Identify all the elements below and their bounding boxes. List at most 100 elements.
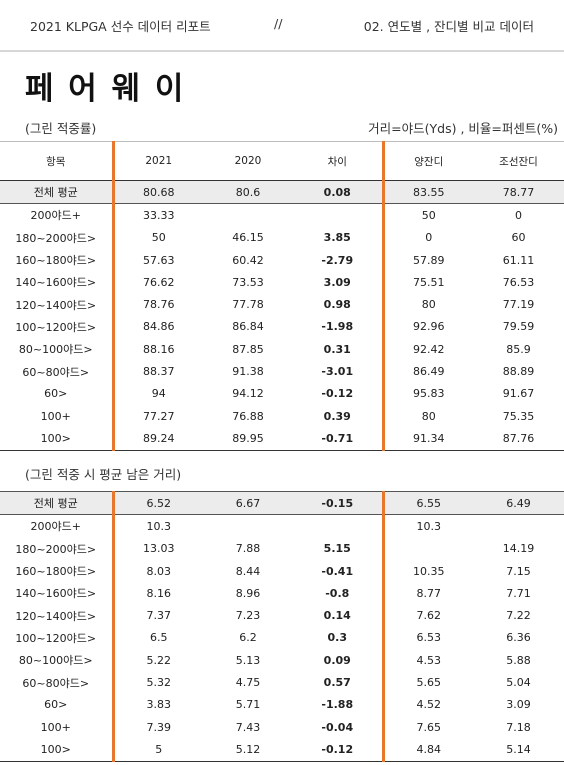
table-cell: 0.57 bbox=[293, 671, 385, 694]
table-cell: 78.77 bbox=[473, 180, 564, 205]
table-cell: 75.35 bbox=[502, 409, 535, 423]
row-label: 60~80야드> bbox=[0, 360, 115, 383]
table-row: 60~80야드> 88.37 91.38 -3.01 86.49 88.89 bbox=[0, 360, 564, 383]
table-cell: 76.53 bbox=[502, 275, 535, 289]
table-cell: -0.41 bbox=[293, 559, 385, 583]
table-cell: 6.2 bbox=[239, 631, 257, 645]
remaining-distance-table: 전체 평균 6.52 6.67 -0.15 6.55 6.49 200야드+ 10.3 10.3… bbox=[0, 491, 564, 762]
column-header: 조선잔디 bbox=[473, 141, 564, 181]
row-label: 100> bbox=[0, 738, 115, 762]
table-cell: -2.79 bbox=[293, 248, 385, 272]
table-cell: 7.71 bbox=[506, 586, 531, 600]
table-cell: 0.3 bbox=[293, 626, 385, 650]
header-separator: // bbox=[274, 16, 283, 31]
row-label: 160~180야드> bbox=[0, 559, 115, 583]
table-row: 100~120야드> 84.86 86.84 -1.98 92.96 79.59 bbox=[0, 315, 564, 339]
row-label: 100+ bbox=[0, 715, 115, 739]
table-cell: -0.8 bbox=[293, 582, 385, 605]
table-cell: 57.89 bbox=[413, 253, 445, 267]
table-cell: 5.13 bbox=[235, 653, 261, 667]
table-row: 100> 5 5.12 -0.12 4.84 5.14 bbox=[0, 738, 564, 762]
table-cell: -0.15 bbox=[293, 492, 385, 516]
table-cell: -1.88 bbox=[293, 693, 385, 716]
table-cell: 0.08 bbox=[293, 180, 385, 205]
table-cell: 7.15 bbox=[506, 564, 531, 578]
section-title: 02. 연도별 , 잔디별 비교 데이터 bbox=[363, 19, 534, 34]
table-row: 180~200야드> 13.03 7.88 5.15 14.19 bbox=[0, 537, 564, 560]
table-cell: 0.39 bbox=[293, 404, 385, 428]
table-header-row: 항목 2021 2020 차이 양잔디 조선잔디 bbox=[0, 141, 564, 181]
column-header: 2020 bbox=[203, 141, 293, 181]
table-cell: 3.83 bbox=[146, 698, 172, 712]
table-cell: 5.71 bbox=[235, 698, 261, 712]
row-label: 200야드+ bbox=[0, 203, 115, 227]
table-row: 전체 평균 80.68 80.6 0.08 83.55 78.77 bbox=[0, 180, 564, 205]
table-cell: 95.83 bbox=[413, 387, 445, 401]
row-label: 120~140야드> bbox=[0, 293, 115, 316]
table-cell: 7.43 bbox=[235, 720, 261, 734]
table-cell: 89.95 bbox=[203, 427, 293, 451]
table-cell: 86.49 bbox=[413, 365, 445, 379]
table-cell: 8.03 bbox=[146, 564, 172, 578]
table-cell: 77.19 bbox=[502, 298, 535, 312]
table-cell: 5.12 bbox=[203, 738, 293, 762]
table-cell: 10.35 bbox=[413, 564, 445, 578]
row-label: 100> bbox=[0, 427, 115, 451]
table-cell: 88.89 bbox=[502, 365, 535, 379]
table-cell: 4.53 bbox=[416, 653, 442, 667]
table-cell: 57.63 bbox=[143, 253, 175, 267]
table-cell: 7.88 bbox=[235, 542, 261, 556]
table-cell: 4.84 bbox=[383, 738, 473, 762]
table-row: 전체 평균 6.52 6.67 -0.15 6.55 6.49 bbox=[0, 492, 564, 516]
table-cell: 83.55 bbox=[383, 180, 473, 205]
table-cell: 77.78 bbox=[232, 298, 264, 312]
table-cell: 7.18 bbox=[506, 720, 531, 734]
table-cell: 77.27 bbox=[143, 409, 175, 423]
table-cell: 94.12 bbox=[232, 387, 264, 401]
table-cell: 80.6 bbox=[203, 180, 293, 205]
table-cell: 88.16 bbox=[143, 342, 175, 356]
table-cell: 6.5 bbox=[150, 631, 168, 645]
row-label: 100+ bbox=[0, 404, 115, 428]
rule-cell bbox=[293, 491, 385, 492]
table-cell: 50 bbox=[421, 208, 436, 222]
table-cell: 94 bbox=[151, 387, 166, 401]
table-cell: 92.96 bbox=[413, 320, 445, 334]
table-cell: 73.53 bbox=[232, 275, 264, 289]
table-cell: 87.76 bbox=[473, 427, 564, 451]
table-cell: 5.32 bbox=[146, 676, 172, 690]
table-row: 140~160야드> 8.16 8.96 -0.8 8.77 7.71 bbox=[0, 582, 564, 605]
table-row: 160~180야드> 57.63 60.42 -2.79 57.89 61.11 bbox=[0, 248, 564, 272]
table-cell: 4.75 bbox=[235, 676, 261, 690]
table-row: 80~100야드> 88.16 87.85 0.31 92.42 85.9 bbox=[0, 338, 564, 361]
row-label: 60~80야드> bbox=[0, 671, 115, 694]
table-row: 80~100야드> 5.22 5.13 0.09 4.53 5.88 bbox=[0, 649, 564, 672]
table-cell: 5.15 bbox=[293, 537, 385, 560]
row-label: 200야드+ bbox=[0, 514, 115, 538]
table-row: 100+ 7.39 7.43 -0.04 7.65 7.18 bbox=[0, 715, 564, 739]
table-cell bbox=[203, 515, 293, 538]
table-row: 100+ 77.27 76.88 0.39 80 75.35 bbox=[0, 404, 564, 428]
table-cell: 5.65 bbox=[416, 676, 442, 690]
table-top-rule bbox=[0, 491, 564, 492]
table-cell: 88.37 bbox=[143, 365, 175, 379]
table-row: 140~160야드> 76.62 73.53 3.09 75.51 76.53 bbox=[0, 271, 564, 294]
table-cell: 87.85 bbox=[232, 342, 264, 356]
table-cell: 7.65 bbox=[416, 720, 442, 734]
table-cell: 6.67 bbox=[203, 492, 293, 516]
table-cell: 3.09 bbox=[506, 698, 531, 712]
table-cell: -0.12 bbox=[293, 382, 385, 405]
table-cell: 0.14 bbox=[293, 604, 385, 627]
table-cell: 76.62 bbox=[143, 275, 175, 289]
table-row: 100~120야드> 6.5 6.2 0.3 6.53 6.36 bbox=[0, 626, 564, 650]
table-cell: 46.15 bbox=[232, 231, 264, 245]
table-cell: 10.3 bbox=[146, 519, 172, 533]
table-cell: 7.23 bbox=[235, 609, 261, 623]
rule-cell bbox=[383, 491, 473, 492]
table-cell: 5.22 bbox=[146, 653, 172, 667]
table-cell: 13.03 bbox=[143, 542, 175, 556]
table-cell: 50 bbox=[151, 231, 166, 245]
table-cell: 6.49 bbox=[473, 492, 564, 516]
table-cell bbox=[473, 515, 564, 538]
table-cell: 10.3 bbox=[416, 519, 442, 533]
